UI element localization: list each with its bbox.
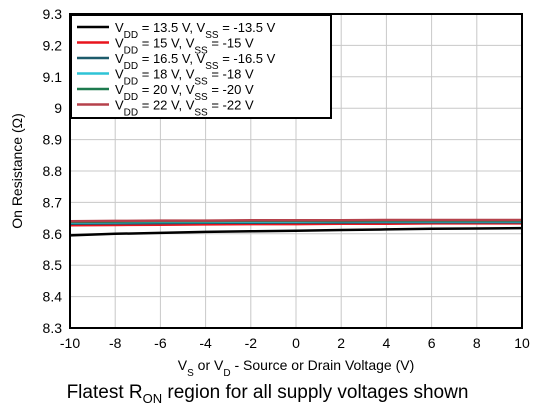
x-tick-label-6: 2: [337, 335, 345, 351]
caption-subscript: ON: [142, 390, 163, 406]
legend-label-5: VDD = 22 V, VSS = -22 V: [115, 98, 254, 119]
series-lines: [69, 218, 523, 237]
x-tick-label-7: 4: [383, 335, 391, 351]
legend-label-2: VDD = 16.5 V, VSS = -16.5 V: [115, 51, 276, 72]
legend-label-4: VDD = 20 V, VSS = -20 V: [115, 82, 254, 103]
legend-label-0: VDD = 13.5 V, VSS = -13.5 V: [115, 20, 276, 41]
x-tick-label-0: -10: [60, 335, 80, 351]
y-tick-label-2: 8.5: [43, 257, 63, 273]
y-tick-label-10: 9.3: [43, 6, 63, 22]
legend-box: [70, 14, 332, 119]
x-tick-label-9: 8: [473, 335, 481, 351]
y-tick-label-8: 9.1: [43, 69, 63, 85]
y-tick-label-9: 9.2: [43, 37, 63, 53]
y-tick-label-6: 8.9: [43, 132, 63, 148]
y-tick-label-7: 9: [54, 100, 62, 116]
legend-label-3: VDD = 18 V, VSS = -18 V: [115, 67, 254, 88]
series-line-5: [69, 218, 522, 223]
y-tick-label-3: 8.6: [43, 226, 63, 242]
figure-caption: Flatest RON region for all supply voltag…: [0, 382, 535, 406]
caption-suffix: region for all supply voltages shown: [162, 382, 469, 403]
x-tick-label-3: -4: [199, 335, 212, 351]
on-resistance-chart: -10 -8 -6 -4 -2 0 2 4 6 8 10 8.3 8.4 8.5 8.6 8.7 8.8 8.9…: [9, 6, 530, 379]
x-tick-label-4: -2: [245, 335, 258, 351]
legend-label-1: VDD = 15 V, VSS = -15 V: [115, 36, 254, 57]
y-tick-labels: 8.3 8.4 8.5 8.6 8.7 8.8 8.9 9 9.1 9.2 9.3: [43, 6, 63, 336]
y-tick-label-0: 8.3: [43, 320, 63, 336]
series-line-0: [69, 226, 523, 237]
x-tick-label-10: 10: [514, 335, 530, 351]
x-tick-label-5: 0: [292, 335, 300, 351]
y-tick-label-4: 8.7: [43, 194, 63, 210]
x-tick-labels: -10 -8 -6 -4 -2 0 2 4 6 8 10: [60, 335, 530, 351]
x-tick-label-2: -6: [154, 335, 167, 351]
y-tick-label-1: 8.4: [43, 289, 63, 305]
y-axis-label: On Resistance (Ω): [9, 113, 25, 229]
y-tick-label-5: 8.8: [43, 163, 63, 179]
x-axis-label: VS or VD - Source or Drain Voltage (V): [178, 357, 414, 379]
x-tick-label-8: 6: [428, 335, 436, 351]
caption-prefix: Flatest R: [66, 382, 143, 403]
x-tick-label-1: -8: [109, 335, 122, 351]
